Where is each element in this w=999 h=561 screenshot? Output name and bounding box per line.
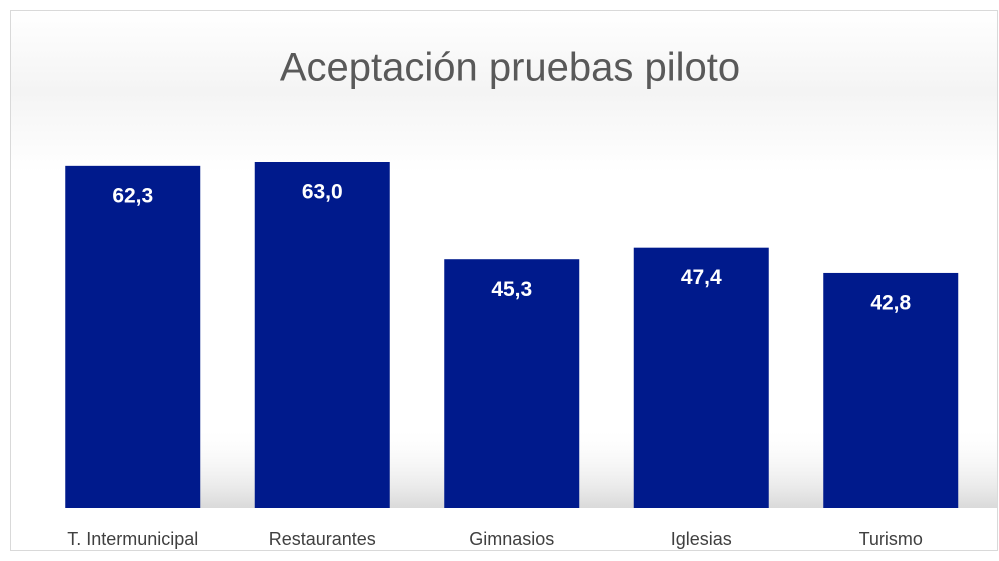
x-tick-label: Turismo	[859, 529, 923, 549]
data-label: 47,4	[681, 266, 722, 289]
bar	[633, 247, 769, 508]
bar	[444, 259, 580, 508]
bar	[254, 162, 390, 508]
data-label: 63,0	[302, 181, 343, 204]
data-label: 42,8	[870, 291, 911, 314]
x-tick-label: T. Intermunicipal	[67, 529, 198, 549]
x-tick-label: Iglesias	[671, 529, 732, 549]
data-label: 45,3	[491, 278, 532, 301]
bar	[65, 165, 201, 508]
chart-title: Aceptación pruebas piloto	[280, 46, 740, 90]
bar	[823, 272, 959, 508]
data-label: 62,3	[112, 184, 153, 207]
x-tick-label: Gimnasios	[469, 529, 554, 549]
x-tick-label: Restaurantes	[269, 529, 376, 549]
